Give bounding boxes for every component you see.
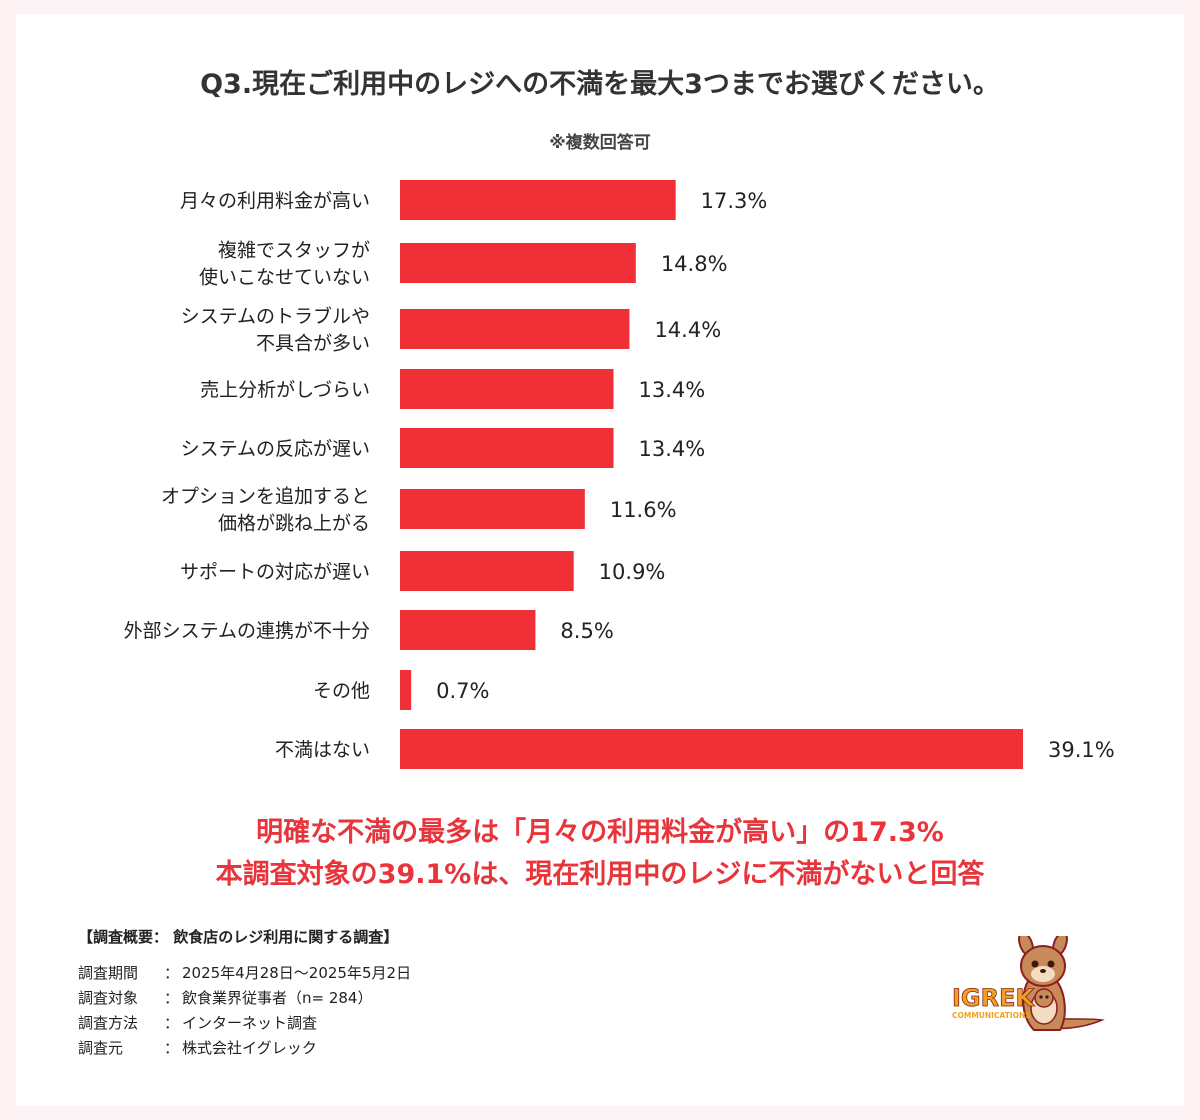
bar-value-label: 0.7%	[436, 679, 489, 703]
bar-value-label: 14.4%	[654, 318, 721, 342]
bar-value-label: 39.1%	[1048, 738, 1115, 762]
bar-chart: 17.3% 月々の利用料金が高い 14.8% 複雑でスタッフが使いこなせていない 14.…	[124, 180, 1115, 769]
summary-line-2: 本調査対象の39.1%は、現在利用中のレジに不満がないと回答	[215, 859, 985, 890]
category-label: サポートの対応が遅い	[180, 561, 370, 583]
survey-key: 調査元	[78, 1039, 124, 1057]
survey-row: 調査方法 ：インターネット調査	[78, 1011, 411, 1036]
bar	[400, 243, 636, 283]
bar-value-label: 10.9%	[599, 560, 666, 584]
category-label: システムの反応が遅い	[181, 438, 370, 460]
multiple-answer-note: ※複数回答可	[549, 133, 651, 153]
summary-line-1: 明確な不満の最多は「月々の利用料金が高い」の17.3%	[256, 817, 944, 848]
bar	[400, 729, 1023, 769]
survey-row: 調査元 ：株式会社イグレック	[78, 1036, 411, 1061]
bar	[400, 428, 614, 468]
survey-separator: ：	[164, 1014, 180, 1032]
bar-value-label: 17.3%	[701, 189, 768, 213]
logo-subtitle: COMMUNICATIONS	[952, 1011, 1031, 1020]
bar-value-label: 14.8%	[661, 252, 728, 276]
category-label: オプションを追加すると価格が跳ね上がる	[161, 486, 370, 535]
bar	[400, 489, 585, 529]
survey-separator: ：	[164, 964, 180, 982]
survey-value: 2025年4月28日〜2025年5月2日	[182, 964, 412, 982]
bar-value-label: 11.6%	[610, 498, 677, 522]
category-label: システムのトラブルや不具合が多い	[181, 305, 370, 355]
igrek-logo: IGREK COMMUNICATIONS	[952, 936, 1105, 1031]
bar	[400, 369, 614, 409]
bar-value-label: 8.5%	[560, 619, 613, 643]
bar-value-label: 13.4%	[639, 437, 706, 461]
survey-key: 調査期間	[78, 964, 139, 982]
bar	[400, 551, 574, 591]
survey-key: 調査方法	[78, 1014, 139, 1032]
bar	[400, 180, 676, 220]
category-label: 売上分析がしづらい	[200, 379, 370, 401]
survey-row: 調査対象 ：飲食業界従事者（n= 284）	[78, 986, 411, 1011]
chart-title: Q3.現在ご利用中のレジへの不満を最大3つまでお選びください。	[200, 69, 1000, 100]
logo-brand: IGREK	[952, 984, 1036, 1012]
category-label: 外部システムの連携が不十分	[124, 620, 370, 642]
bar	[400, 309, 630, 349]
bar-value-label: 13.4%	[639, 378, 706, 402]
category-label: 複雑でスタッフが使いこなせていない	[199, 240, 370, 289]
category-label: 不満はない	[275, 739, 370, 761]
survey-title: 【調査概要： 飲食店のレジ利用に関する調査】	[78, 928, 399, 946]
bar	[400, 610, 536, 650]
kangaroo-mascot-icon	[1018, 936, 1105, 1031]
category-label: 月々の利用料金が高い	[180, 190, 370, 212]
category-label: その他	[313, 680, 370, 702]
survey-row: 調査期間 ： 2025年4月28日〜2025年5月2日	[78, 961, 411, 986]
survey-key: 調査対象	[78, 989, 139, 1007]
survey-value: 株式会社イグレック	[182, 1039, 317, 1057]
survey-overview: 【調査概要： 飲食店のレジ利用に関する調査】 調査期間： 2025年4月28日〜2…	[78, 926, 411, 1061]
survey-separator: ：	[164, 989, 180, 1007]
bar	[400, 670, 412, 710]
survey-value: インターネット調査	[182, 1014, 318, 1032]
survey-separator: ：	[164, 1039, 180, 1057]
survey-value: 飲食業界従事者（n= 284）	[182, 989, 373, 1007]
